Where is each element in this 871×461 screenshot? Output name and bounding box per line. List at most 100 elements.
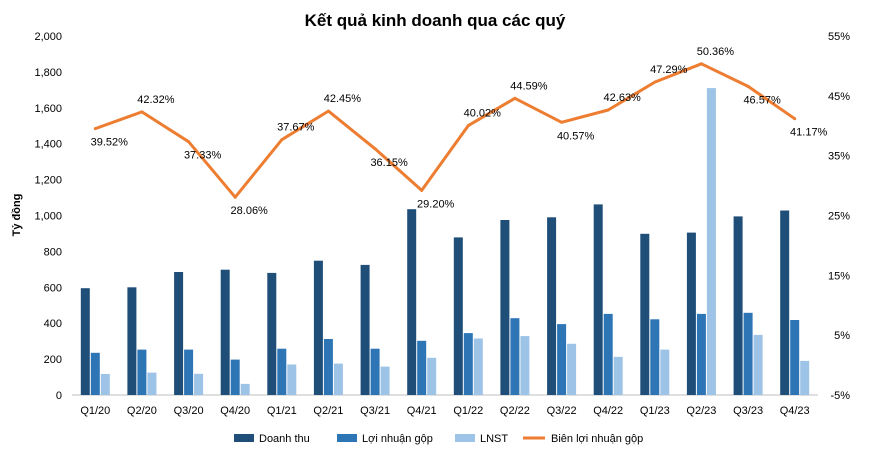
- x-tick-label: Q2/20: [127, 405, 157, 417]
- bar: [417, 340, 427, 395]
- line-data-label: 37.33%: [184, 150, 222, 162]
- line-point: [793, 117, 797, 121]
- line-data-label: 46.57%: [743, 94, 781, 106]
- y-right-tick-label: 5%: [834, 330, 850, 342]
- bar: [696, 313, 706, 395]
- bar: [174, 272, 184, 395]
- line-point: [280, 138, 284, 142]
- bar: [790, 320, 800, 395]
- bar: [220, 269, 230, 395]
- bar: [463, 333, 473, 395]
- x-tick-label: Q3/20: [174, 405, 204, 417]
- bar: [473, 338, 483, 395]
- bar: [613, 356, 623, 395]
- bar: [380, 366, 390, 395]
- bar: [660, 349, 670, 395]
- line-data-label: 40.02%: [464, 108, 502, 120]
- bar: [194, 373, 204, 395]
- y-tick-label: 600: [44, 282, 62, 294]
- legend-swatch: [455, 434, 475, 442]
- bar: [603, 313, 613, 395]
- y-axis-title: Tỷ đồng: [11, 194, 23, 237]
- line-point: [187, 140, 191, 144]
- legend-label: Biên lợi nhuận gộp: [551, 433, 643, 445]
- y-right-tick-label: 35%: [828, 151, 850, 163]
- y-tick-label: 1,200: [34, 175, 62, 187]
- x-tick-label: Q2/22: [500, 405, 530, 417]
- line-data-label: 50.36%: [697, 46, 735, 58]
- y-tick-label: 1,400: [34, 139, 62, 151]
- line-data-label: 42.45%: [324, 93, 362, 105]
- bar: [427, 357, 437, 395]
- line-data-label: 39.52%: [91, 137, 129, 149]
- y-tick-label: 400: [44, 318, 62, 330]
- bar: [686, 232, 696, 395]
- bar: [240, 383, 250, 395]
- line-data-label: 28.06%: [231, 205, 269, 217]
- line-data-label: 29.20%: [417, 198, 455, 210]
- y-right-tick-label: -5%: [830, 390, 850, 402]
- bar: [733, 216, 743, 395]
- y-right-tick-label: 15%: [828, 270, 850, 282]
- legend-label: LNST: [480, 433, 508, 445]
- x-tick-label: Q1/20: [80, 405, 110, 417]
- bar: [360, 264, 370, 395]
- bar: [780, 210, 790, 395]
- bar: [520, 336, 530, 395]
- bar: [90, 352, 100, 395]
- y-tick-label: 1,800: [34, 67, 62, 79]
- bar: [593, 204, 603, 395]
- bar: [706, 88, 716, 395]
- x-tick-label: Q4/22: [593, 405, 623, 417]
- line-point: [466, 124, 470, 128]
- bar: [323, 339, 333, 395]
- bar: [743, 312, 753, 395]
- y-tick-label: 1,000: [34, 211, 62, 223]
- y-axis-left: 0 200 400 600 800 1,000 1,200 1,400 1,600 1,800 2,…: [34, 31, 62, 402]
- chart-title: Kết quả kinh doanh qua các quý: [305, 11, 566, 30]
- bar: [277, 348, 287, 395]
- y-right-tick-label: 45%: [828, 91, 850, 103]
- line-point: [606, 108, 610, 112]
- x-tick-label: Q4/20: [220, 405, 250, 417]
- x-tick-label: Q3/22: [547, 405, 577, 417]
- x-tick-label: Q2/23: [686, 405, 716, 417]
- line-point: [513, 96, 517, 100]
- y-tick-label: 2,000: [34, 31, 62, 43]
- bar: [407, 209, 417, 395]
- y-axis-right: -5% 5% 15% 25% 35% 45% 55%: [828, 31, 850, 402]
- bar: [80, 288, 90, 395]
- bar: [453, 237, 463, 395]
- bar: [127, 287, 137, 395]
- line-data-label: 42.32%: [137, 94, 175, 106]
- bar: [510, 318, 520, 395]
- line-point: [140, 110, 144, 114]
- bar: [230, 359, 240, 395]
- line-point: [699, 62, 703, 66]
- line-series: [94, 62, 796, 199]
- bar: [567, 343, 577, 395]
- bar: [650, 319, 660, 395]
- line-point: [420, 188, 424, 192]
- legend-label: Doanh thu: [259, 433, 310, 445]
- legend-label: Lợi nhuận gộp: [362, 433, 433, 445]
- bar: [370, 348, 380, 395]
- y-right-tick-label: 55%: [828, 31, 850, 43]
- bar: [267, 272, 277, 395]
- line-data-label: 40.57%: [557, 130, 595, 142]
- y-tick-label: 0: [56, 390, 62, 402]
- line-point: [326, 109, 330, 113]
- line-point: [653, 80, 657, 84]
- legend-swatch: [337, 434, 357, 442]
- bar: [100, 374, 110, 395]
- bar: [333, 363, 343, 395]
- line-data-label: 41.17%: [790, 127, 828, 139]
- y-tick-label: 200: [44, 354, 62, 366]
- bar: [500, 220, 510, 395]
- bar: [137, 349, 147, 395]
- bar: [184, 349, 194, 395]
- line-point: [373, 147, 377, 151]
- bar: [313, 260, 323, 395]
- y-tick-label: 800: [44, 246, 62, 258]
- bars: [80, 88, 810, 395]
